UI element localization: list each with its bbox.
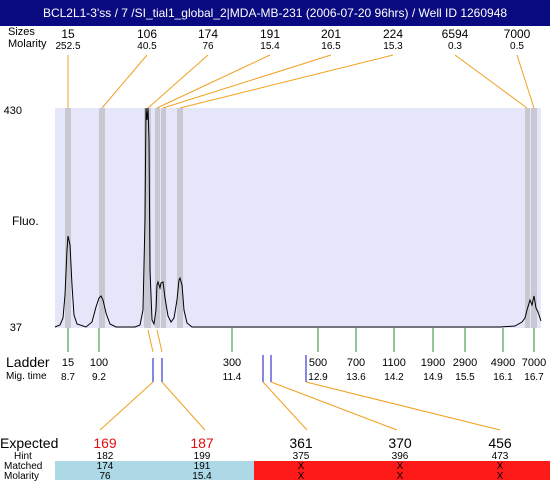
expected-connectors: [99, 381, 501, 431]
molarity-bottom-label: Molarity: [4, 471, 40, 482]
ladder-size-label: 300: [222, 357, 242, 369]
hint-label: Hint: [14, 451, 32, 462]
marker-connectors-top: [147, 329, 163, 353]
peak-size-label: 15: [61, 27, 75, 41]
peak-molarity-label: 0.3: [448, 41, 462, 52]
peak-molarity-label: 15.3: [383, 41, 403, 52]
peak-molarity-label: 15.4: [260, 41, 280, 52]
peak-connectors: [67, 54, 535, 109]
matched-molarity: X: [396, 471, 404, 482]
ladder-mig-label: 14.2: [384, 372, 404, 383]
matched-molarity: X: [297, 471, 305, 482]
matched-size: 191: [193, 461, 211, 472]
peak-molarity-label: 16.5: [321, 41, 341, 52]
ladder-mig-label: 15.5: [455, 372, 475, 383]
expected-label: Expected: [0, 435, 59, 451]
expected-markers: [152, 355, 307, 382]
ladder-mig-label: 9.2: [92, 372, 106, 383]
hint-size: 182: [96, 451, 114, 462]
peak-molarity-label: 252.5: [55, 41, 81, 52]
ladder-mig-label: 16.1: [493, 372, 513, 383]
plot-area: [55, 108, 541, 328]
peak-bands: [65, 108, 537, 328]
peak-size-label: 174: [197, 27, 219, 41]
matched-size: X: [496, 461, 504, 472]
ladder-mig-label: 16.7: [524, 372, 544, 383]
ladder-size-label: 500: [308, 357, 328, 369]
peak-molarity-label: 0.5: [510, 41, 524, 52]
ladder-size-label: 700: [346, 357, 366, 369]
matched-molarity: X: [496, 471, 504, 482]
peak-size-label: 191: [259, 27, 281, 41]
matched-label: Matched: [4, 461, 43, 472]
peak-size-label: 224: [382, 27, 404, 41]
hint-size: 375: [292, 451, 310, 462]
ladder-size-label: 1100: [382, 357, 406, 369]
matched-size: X: [297, 461, 305, 472]
fluorescence-trace: [54, 107, 542, 328]
window-title: BCL2L1-3'ss / 7 /SI_tial1_global_2|MDA-M…: [0, 0, 550, 26]
expected-size: 187: [190, 435, 214, 451]
expected-size: 370: [388, 435, 412, 451]
ladder-mig-label: 13.6: [346, 372, 366, 383]
mig-time-label: Mig. time: [6, 371, 47, 382]
hint-size: 473: [491, 451, 509, 462]
unmatched-bar: [254, 461, 550, 480]
hint-size: 396: [391, 451, 409, 462]
peak-size-label: 7000: [503, 27, 531, 41]
fluo-label: Fluo.: [12, 214, 39, 228]
peak-size-label: 106: [136, 27, 158, 41]
ladder-size-label: 4900: [490, 357, 516, 369]
molarity-label: Molarity: [8, 38, 47, 50]
ladder-mig-label: 8.7: [61, 372, 75, 383]
ladder-mig-label: 11.4: [222, 372, 242, 383]
y-min-label: 37: [9, 322, 22, 334]
ladder-size-label: 2900: [452, 357, 478, 369]
ladder-size-label: 100: [89, 357, 109, 369]
expected-size: 169: [93, 435, 117, 451]
hint-size: 199: [193, 451, 211, 462]
peak-molarity-label: 76: [202, 41, 214, 52]
ladder-size-label: 7000: [521, 357, 547, 369]
matched-molarity: 76: [99, 471, 111, 482]
matched-size: X: [396, 461, 404, 472]
y-max-label: 430: [3, 105, 22, 117]
peak-size-label: 6594: [441, 27, 469, 41]
peak-molarity-label: 40.5: [137, 41, 157, 52]
matched-molarity: 15.4: [192, 471, 212, 482]
sizes-label: Sizes: [8, 26, 35, 38]
peak-size-label: 201: [320, 27, 342, 41]
expected-size: 456: [488, 435, 512, 451]
ladder-size-label: 1900: [420, 357, 446, 369]
matched-bar: [55, 461, 254, 480]
ladder-size-label: 15: [61, 357, 75, 369]
ladder-label: Ladder: [6, 354, 50, 370]
ladder-ticks: [67, 328, 535, 352]
expected-size: 361: [289, 435, 313, 451]
matched-size: 174: [96, 461, 114, 472]
ladder-mig-label: 12.9: [308, 372, 328, 383]
ladder-mig-label: 14.9: [423, 372, 443, 383]
